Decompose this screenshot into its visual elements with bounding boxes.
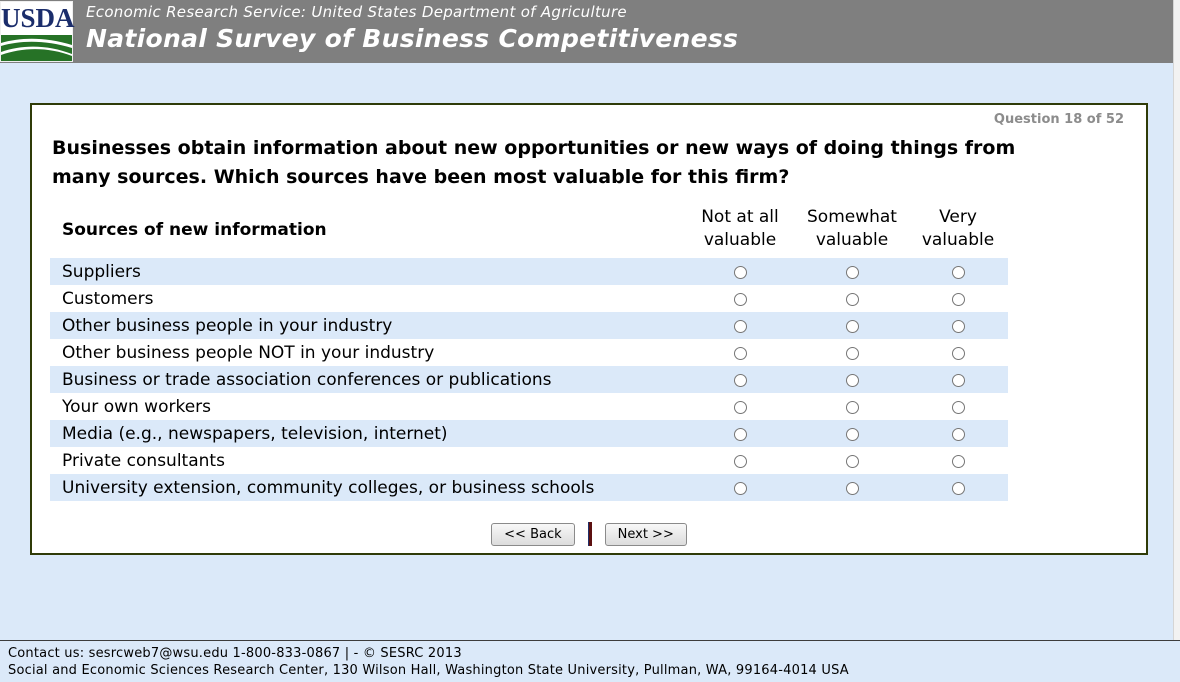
radio-button[interactable]: [733, 401, 747, 414]
question-panel: Question 18 of 52 Businesses obtain info…: [30, 103, 1148, 555]
radio-button[interactable]: [845, 482, 859, 495]
table-header-row: Sources of new information Not at all va…: [50, 206, 1008, 254]
question-text: Businesses obtain information about new …: [52, 137, 1016, 188]
usda-logo: USDA: [0, 1, 75, 65]
radio-button[interactable]: [845, 455, 859, 468]
radio-button[interactable]: [845, 320, 859, 333]
radio-button[interactable]: [951, 455, 965, 468]
radio-button[interactable]: [951, 428, 965, 441]
table-row: Business or trade association conference…: [50, 366, 1008, 393]
radio-button[interactable]: [845, 293, 859, 306]
back-button[interactable]: << Back: [491, 522, 575, 546]
column-header-not-at-all: Not at all valuable: [701, 207, 779, 250]
radio-button[interactable]: [845, 347, 859, 360]
agency-line: Economic Research Service: United States…: [86, 3, 627, 21]
column-header-somewhat: Somewhat valuable: [807, 207, 897, 250]
footer-contact-line: Contact us: sesrcweb7@wsu.edu 1-800-833-…: [8, 646, 462, 661]
radio-button[interactable]: [951, 482, 965, 495]
radio-button[interactable]: [951, 320, 965, 333]
radio-button[interactable]: [733, 320, 747, 333]
survey-title: National Survey of Business Competitiven…: [86, 24, 739, 53]
radio-button[interactable]: [733, 266, 747, 279]
radio-button[interactable]: [951, 293, 965, 306]
table-row: Private consultants: [50, 447, 1008, 474]
column-header-very: Very valuable: [921, 207, 995, 250]
question-progress: Question 18 of 52: [993, 112, 1124, 127]
row-label: Your own workers: [62, 396, 212, 417]
header-bar: USDA Economic Research Service: United S…: [0, 0, 1180, 63]
radio-button[interactable]: [733, 482, 747, 495]
row-label: Media (e.g., newspapers, television, int…: [62, 423, 448, 444]
radio-button[interactable]: [951, 374, 965, 387]
radio-button[interactable]: [733, 293, 747, 306]
radio-button[interactable]: [845, 266, 859, 279]
radio-button[interactable]: [951, 347, 965, 360]
radio-button[interactable]: [733, 347, 747, 360]
radio-button[interactable]: [733, 428, 747, 441]
scrollbar[interactable]: [1173, 0, 1180, 682]
table-row: Suppliers: [50, 258, 1008, 285]
row-label: Business or trade association conference…: [62, 369, 552, 390]
table-row: Your own workers: [50, 393, 1008, 420]
radio-button[interactable]: [845, 374, 859, 387]
table-row-header: Sources of new information: [62, 220, 327, 240]
row-label: Customers: [62, 288, 154, 309]
usda-logo-text: USDA: [1, 3, 75, 33]
table-row: Customers: [50, 285, 1008, 312]
radio-button[interactable]: [845, 401, 859, 414]
table-row: University extension, community colleges…: [50, 474, 1008, 501]
table-row: Other business people in your industry: [50, 312, 1008, 339]
row-label: Private consultants: [62, 450, 225, 471]
row-label: University extension, community colleges…: [62, 477, 595, 498]
radio-button[interactable]: [733, 455, 747, 468]
survey-table: Sources of new information Not at all va…: [50, 206, 1008, 501]
table-row: Other business people NOT in your indust…: [50, 339, 1008, 366]
button-separator: [587, 522, 592, 546]
usda-logo-field-icon: [1, 35, 72, 65]
footer: Contact us: sesrcweb7@wsu.edu 1-800-833-…: [0, 640, 1180, 682]
table-row: Media (e.g., newspapers, television, int…: [50, 420, 1008, 447]
footer-address-line: Social and Economic Sciences Research Ce…: [8, 663, 849, 678]
radio-button[interactable]: [733, 374, 747, 387]
row-label: Suppliers: [62, 261, 141, 282]
nav-buttons: << Back Next >>: [32, 522, 1146, 546]
radio-button[interactable]: [951, 266, 965, 279]
next-button[interactable]: Next >>: [604, 522, 687, 546]
radio-button[interactable]: [845, 428, 859, 441]
row-label: Other business people NOT in your indust…: [62, 342, 435, 363]
radio-button[interactable]: [951, 401, 965, 414]
row-label: Other business people in your industry: [62, 315, 393, 336]
